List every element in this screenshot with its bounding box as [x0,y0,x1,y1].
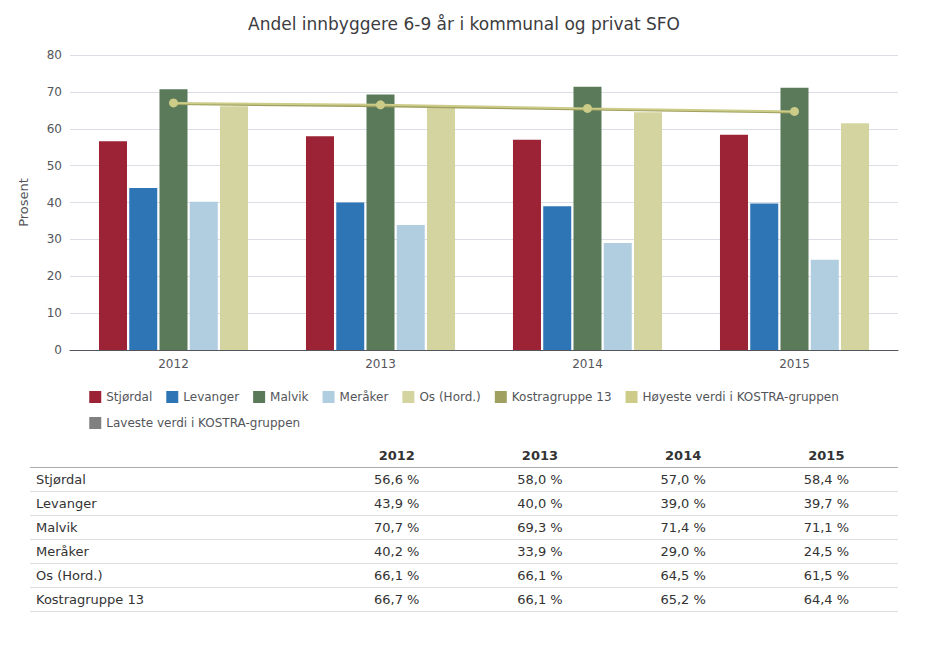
html-text:66,1 %: 66,1 % [517,592,563,607]
html-text:40,2 %: 40,2 % [374,544,420,559]
svg-text:Laveste verdi i KOSTRA-gruppen: Laveste verdi i KOSTRA-gruppen [106,416,300,430]
html-text:71,1 %: 71,1 % [803,520,850,535]
svg-text:80: 80 [47,48,62,62]
svg-text:60: 60 [47,122,62,136]
html-text:Os (Hord.): Os (Hord.) [36,568,103,583]
html-text:2013: 2013 [521,448,558,463]
html-text:69,3 %: 69,3 % [517,520,563,535]
svg-text:2015: 2015 [779,357,810,371]
svg-text:Stjørdal: Stjørdal [106,390,152,404]
html-text:39,0 %: 39,0 % [660,496,706,511]
html-text:2015: 2015 [808,448,845,463]
html-text:65,2 %: 65,2 % [660,592,706,607]
svg-text:Os (Hord.): Os (Hord.) [419,390,480,404]
html-text:39,7 %: 39,7 % [803,496,850,511]
html-text:Stjørdal: Stjørdal [36,472,86,487]
svg-text:Kostragruppe 13: Kostragruppe 13 [512,390,612,404]
html-text:24,5 %: 24,5 % [803,544,850,559]
html-text:61,5 %: 61,5 % [803,568,850,583]
svg-text:2014: 2014 [572,357,603,371]
html-text:64,4 %: 64,4 % [803,592,850,607]
svg-text:Andel innbyggere 6-9 år i komm: Andel innbyggere 6-9 år i kommunal og pr… [248,14,680,34]
html-text:43,9 %: 43,9 % [374,496,420,511]
html-text:58,4 %: 58,4 % [803,472,850,487]
html-text:71,4 %: 71,4 % [660,520,706,535]
html-text:Meråker: Meråker [36,544,89,559]
html-text:66,7 %: 66,7 % [374,592,420,607]
svg-text:0: 0 [54,343,62,357]
html-text:58,0 %: 58,0 % [517,472,563,487]
svg-text:Malvik: Malvik [270,390,308,404]
html-text:2012: 2012 [378,448,415,463]
svg-text:2012: 2012 [158,357,189,371]
html-text:66,1 %: 66,1 % [374,568,420,583]
svg-text:Høyeste verdi i KOSTRA-gruppen: Høyeste verdi i KOSTRA-gruppen [643,390,839,404]
html-text:2014: 2014 [665,448,702,463]
svg-text:Prosent: Prosent [16,178,31,227]
html-text:40,0 %: 40,0 % [517,496,563,511]
html-text:57,0 %: 57,0 % [660,472,706,487]
svg-text:20: 20 [47,269,62,283]
html-text:Kostragruppe 13: Kostragruppe 13 [36,592,144,607]
html-text:64,5 %: 64,5 % [660,568,706,583]
svg-text:70: 70 [47,85,62,99]
html-text:33,9 %: 33,9 % [517,544,563,559]
svg-text:30: 30 [47,232,62,246]
svg-text:10: 10 [47,306,62,320]
svg-text:Meråker: Meråker [340,390,389,404]
html-text:29,0 %: 29,0 % [660,544,706,559]
html-text:70,7 %: 70,7 % [374,520,420,535]
html-text:Malvik: Malvik [36,520,78,535]
svg-text:50: 50 [47,159,62,173]
html-text:66,1 %: 66,1 % [517,568,563,583]
html-text:Levanger: Levanger [36,496,97,511]
svg-text:40: 40 [47,196,62,210]
html-text:56,6 %: 56,6 % [374,472,420,487]
svg-text:Levanger: Levanger [183,390,239,404]
svg-text:2013: 2013 [365,357,396,371]
